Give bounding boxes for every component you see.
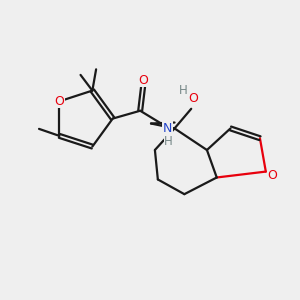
Text: O: O <box>188 92 198 106</box>
Text: N: N <box>163 122 172 135</box>
Text: O: O <box>138 74 148 87</box>
Text: O: O <box>55 95 64 108</box>
Text: O: O <box>268 169 278 182</box>
Text: H: H <box>179 84 188 97</box>
Text: H: H <box>164 135 173 148</box>
